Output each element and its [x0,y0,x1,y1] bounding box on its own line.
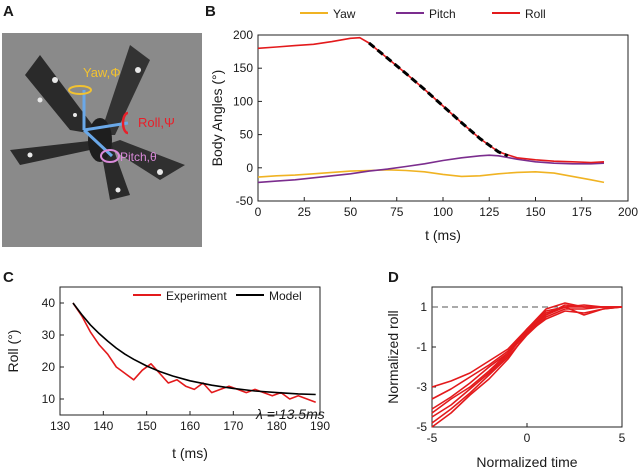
chart-d-normalized-roll: -5 0 5 -5 -3 -1 1 Normalized time Normalized rol… [385,286,626,470]
x-tick-label: 170 [223,419,243,433]
y-tick-label: 200 [233,28,253,42]
x-tick-label: 50 [344,205,358,219]
x-tick-label: 200 [618,205,638,219]
legend-label-experiment: Experiment [166,289,227,303]
yaw-rotation-icon [68,85,92,95]
y-tick-label: -3 [416,380,427,394]
x-tick-label: 140 [93,419,113,433]
y-tick-label: 30 [42,328,56,342]
series-trial-4 [431,304,622,418]
x-tick-label: 0 [255,205,262,219]
panel-label-c: C [3,269,14,286]
x-tick-label: 150 [137,419,157,433]
roll-annotation: Roll,Ψ [138,115,175,130]
y-tick-label: 40 [42,296,56,310]
y-axis-label: Normalized roll [385,310,401,403]
x-tick-label: 5 [619,431,626,445]
series-trial-2 [431,304,622,400]
series-model [72,302,316,396]
x-tick-label: -5 [427,431,438,445]
yaw-annotation: Yaw,Φ [83,65,121,80]
x-tick-label: 190 [310,419,330,433]
series-trial-6 [431,306,623,428]
x-tick-label: 0 [524,431,531,445]
series-yaw [257,169,605,184]
x-tick-label: 75 [390,205,404,219]
y-tick-label: 10 [42,392,56,406]
y-tick-label: 1 [420,300,427,314]
y-axis-label: Body Angles (°) [209,70,225,167]
series-model-fit [368,41,509,158]
x-tick-label: 130 [50,419,70,433]
roll-rotation-icon [121,111,129,135]
x-tick-label: 100 [433,205,453,219]
y-tick-label: -50 [236,194,254,208]
series-experiment [72,302,316,403]
x-tick-label: 150 [525,205,545,219]
series-pitch [257,154,605,184]
pitch-annotation: Pitch,θ [120,150,157,164]
pitch-axis-line [82,128,114,158]
x-tick-label: 180 [267,419,287,433]
series-trial-5 [431,306,622,424]
series-roll [257,36,605,164]
legend-label-model: Model [269,289,302,303]
panel-a-photo: Yaw,Φ Roll,Ψ Pitch,θ [2,33,202,247]
y-axis-label: Roll (°) [5,330,21,373]
x-tick-label: 175 [572,205,592,219]
y-tick-label: 150 [233,61,253,75]
x-tick-label: 25 [298,205,312,219]
pitch-rotation-icon [100,149,120,163]
panel-label-d: D [388,269,399,286]
series-trial-7 [431,302,622,414]
y-tick-label: 0 [246,161,253,175]
x-tick-label: 160 [180,419,200,433]
legend-label-yaw: Yaw [333,7,356,21]
x-axis-label: t (ms) [425,227,461,243]
lambda-annotation: λ = 13.5ms [255,406,325,422]
chart-c-roll-fit: 130 140 150 160 170 180 190 10 20 30 40 t (ms) Roll … [5,286,330,461]
plot-frame-c [59,286,321,416]
y-tick-label: 100 [233,94,253,108]
x-axis-label: Normalized time [476,454,577,470]
legend-label-roll: Roll [525,7,546,21]
y-tick-label: 50 [240,128,254,142]
x-axis-label: t (ms) [172,445,208,461]
y-tick-label: -1 [416,340,427,354]
panel-label-a: A [3,3,14,20]
panel-label-b: B [205,3,216,20]
y-tick-label: -5 [416,420,427,434]
series-trial-1 [431,306,622,388]
moth-illustration [10,45,185,200]
legend-label-pitch: Pitch [429,7,456,21]
roll-axis-line [83,121,129,132]
x-tick-label: 125 [479,205,499,219]
y-tick-label: 20 [42,360,56,374]
